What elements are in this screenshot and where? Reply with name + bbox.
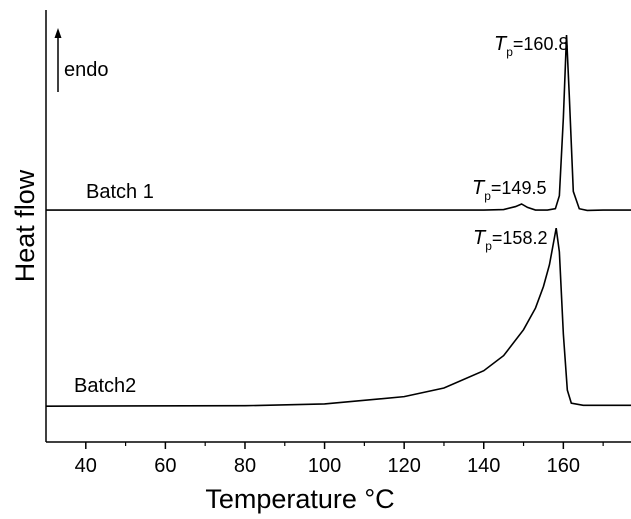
x-tick-label: 60: [154, 455, 176, 477]
endo-label: endo: [64, 59, 109, 81]
peak-annotation: Tp=149.5: [472, 177, 546, 203]
peak-value: =149.5: [491, 178, 547, 198]
x-tick-label: 100: [308, 455, 341, 477]
x-tick-label: 160: [547, 455, 580, 477]
series-label: Batch 1: [86, 181, 154, 203]
peak-subscript: p: [485, 239, 492, 253]
peak-annotation: Tp=158.2: [473, 227, 547, 253]
peak-subscript: p: [484, 189, 491, 203]
x-tick-label: 120: [387, 455, 420, 477]
peak-value: =158.2: [492, 228, 548, 248]
y-axis-label: Heat flow: [10, 169, 40, 282]
x-tick-label: 80: [234, 455, 256, 477]
series-line: [46, 35, 631, 212]
series-label: Batch2: [74, 375, 136, 397]
series-line: [45, 228, 631, 407]
x-tick-label: 40: [75, 455, 97, 477]
peak-symbol: T: [473, 227, 487, 249]
peak-symbol: T: [472, 177, 486, 199]
peak-value: =160.8: [513, 34, 569, 54]
x-tick-label: 140: [467, 455, 500, 477]
x-axis-label: Temperature °C: [205, 484, 394, 514]
peak-subscript: p: [506, 45, 513, 59]
endo-arrowhead: [54, 28, 62, 38]
peak-annotation: Tp=160.8: [494, 33, 568, 59]
peak-symbol: T: [494, 33, 508, 55]
